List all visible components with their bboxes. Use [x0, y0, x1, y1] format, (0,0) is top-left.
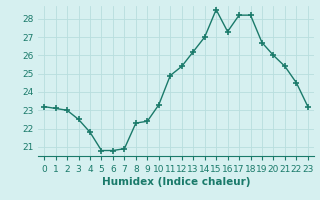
X-axis label: Humidex (Indice chaleur): Humidex (Indice chaleur)	[102, 177, 250, 187]
